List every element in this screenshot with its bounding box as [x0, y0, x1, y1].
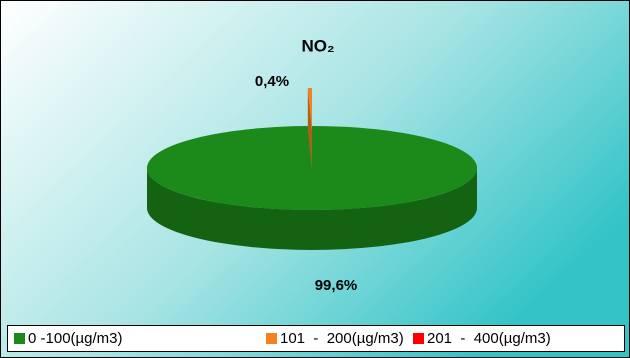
pie-slice [147, 126, 478, 210]
legend-label: 201 - 400(µg/m3) [427, 330, 551, 347]
legend-swatch [413, 333, 424, 344]
value-label: 99,6% [315, 277, 358, 294]
legend-swatch [14, 333, 25, 344]
pie-slice-wall [307, 88, 312, 170]
value-label: 0,4% [255, 73, 289, 90]
pie-slice-side [147, 168, 477, 250]
legend-label: 101 - 200(µg/m3) [280, 330, 404, 347]
legend-swatch [266, 333, 277, 344]
pie-slice [307, 88, 312, 130]
chart-title: NO₂ [301, 36, 334, 55]
legend-box [7, 325, 625, 352]
legend-label: 0 -100(µg/m3) [28, 330, 123, 347]
